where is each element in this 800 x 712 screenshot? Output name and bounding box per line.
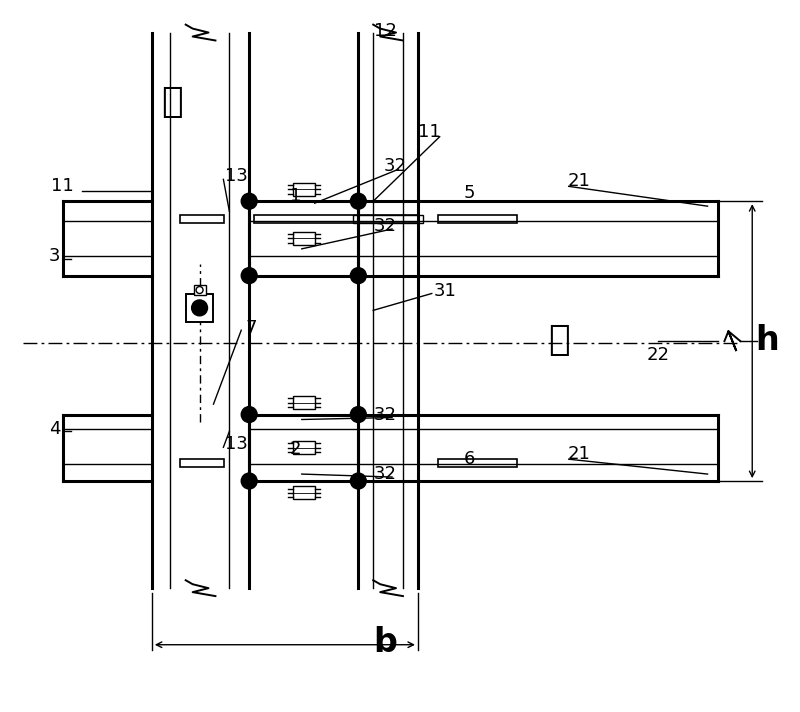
Bar xyxy=(293,396,314,409)
Text: 4: 4 xyxy=(49,420,61,439)
Circle shape xyxy=(192,300,207,316)
Circle shape xyxy=(242,193,257,209)
Text: 1: 1 xyxy=(290,187,302,205)
Text: h: h xyxy=(755,324,779,357)
Text: 32: 32 xyxy=(383,157,406,175)
Text: 32: 32 xyxy=(374,217,397,235)
Text: b: b xyxy=(373,627,397,659)
Text: 3: 3 xyxy=(49,247,61,265)
Bar xyxy=(180,459,224,467)
Text: 11: 11 xyxy=(51,177,74,195)
Text: 11: 11 xyxy=(418,122,441,141)
Circle shape xyxy=(350,193,366,209)
Text: 21: 21 xyxy=(567,445,590,464)
Text: 2: 2 xyxy=(290,440,302,459)
Text: 31: 31 xyxy=(434,281,456,300)
Circle shape xyxy=(242,268,257,283)
Bar xyxy=(293,486,314,499)
Text: 13: 13 xyxy=(225,435,248,454)
Bar xyxy=(438,459,517,467)
Text: 22: 22 xyxy=(646,346,670,364)
Text: 13: 13 xyxy=(225,167,248,185)
Bar xyxy=(180,215,224,223)
Text: 5: 5 xyxy=(464,184,475,202)
Text: 32: 32 xyxy=(374,465,397,483)
Text: 梁: 梁 xyxy=(548,323,570,357)
Circle shape xyxy=(350,473,366,489)
Circle shape xyxy=(242,407,257,422)
Bar xyxy=(254,215,418,223)
Text: 32: 32 xyxy=(374,406,397,424)
Circle shape xyxy=(350,407,366,422)
Bar xyxy=(438,215,517,223)
Circle shape xyxy=(242,473,257,489)
Bar xyxy=(186,294,214,322)
Text: 柱: 柱 xyxy=(161,85,182,119)
Bar xyxy=(293,232,314,245)
Text: 21: 21 xyxy=(567,172,590,190)
Bar xyxy=(194,285,206,295)
Text: 12: 12 xyxy=(374,21,397,40)
Bar xyxy=(293,183,314,196)
Text: 6: 6 xyxy=(464,450,475,468)
Text: 7: 7 xyxy=(246,319,257,337)
Bar xyxy=(354,215,423,223)
Bar xyxy=(293,441,314,454)
Circle shape xyxy=(350,268,366,283)
